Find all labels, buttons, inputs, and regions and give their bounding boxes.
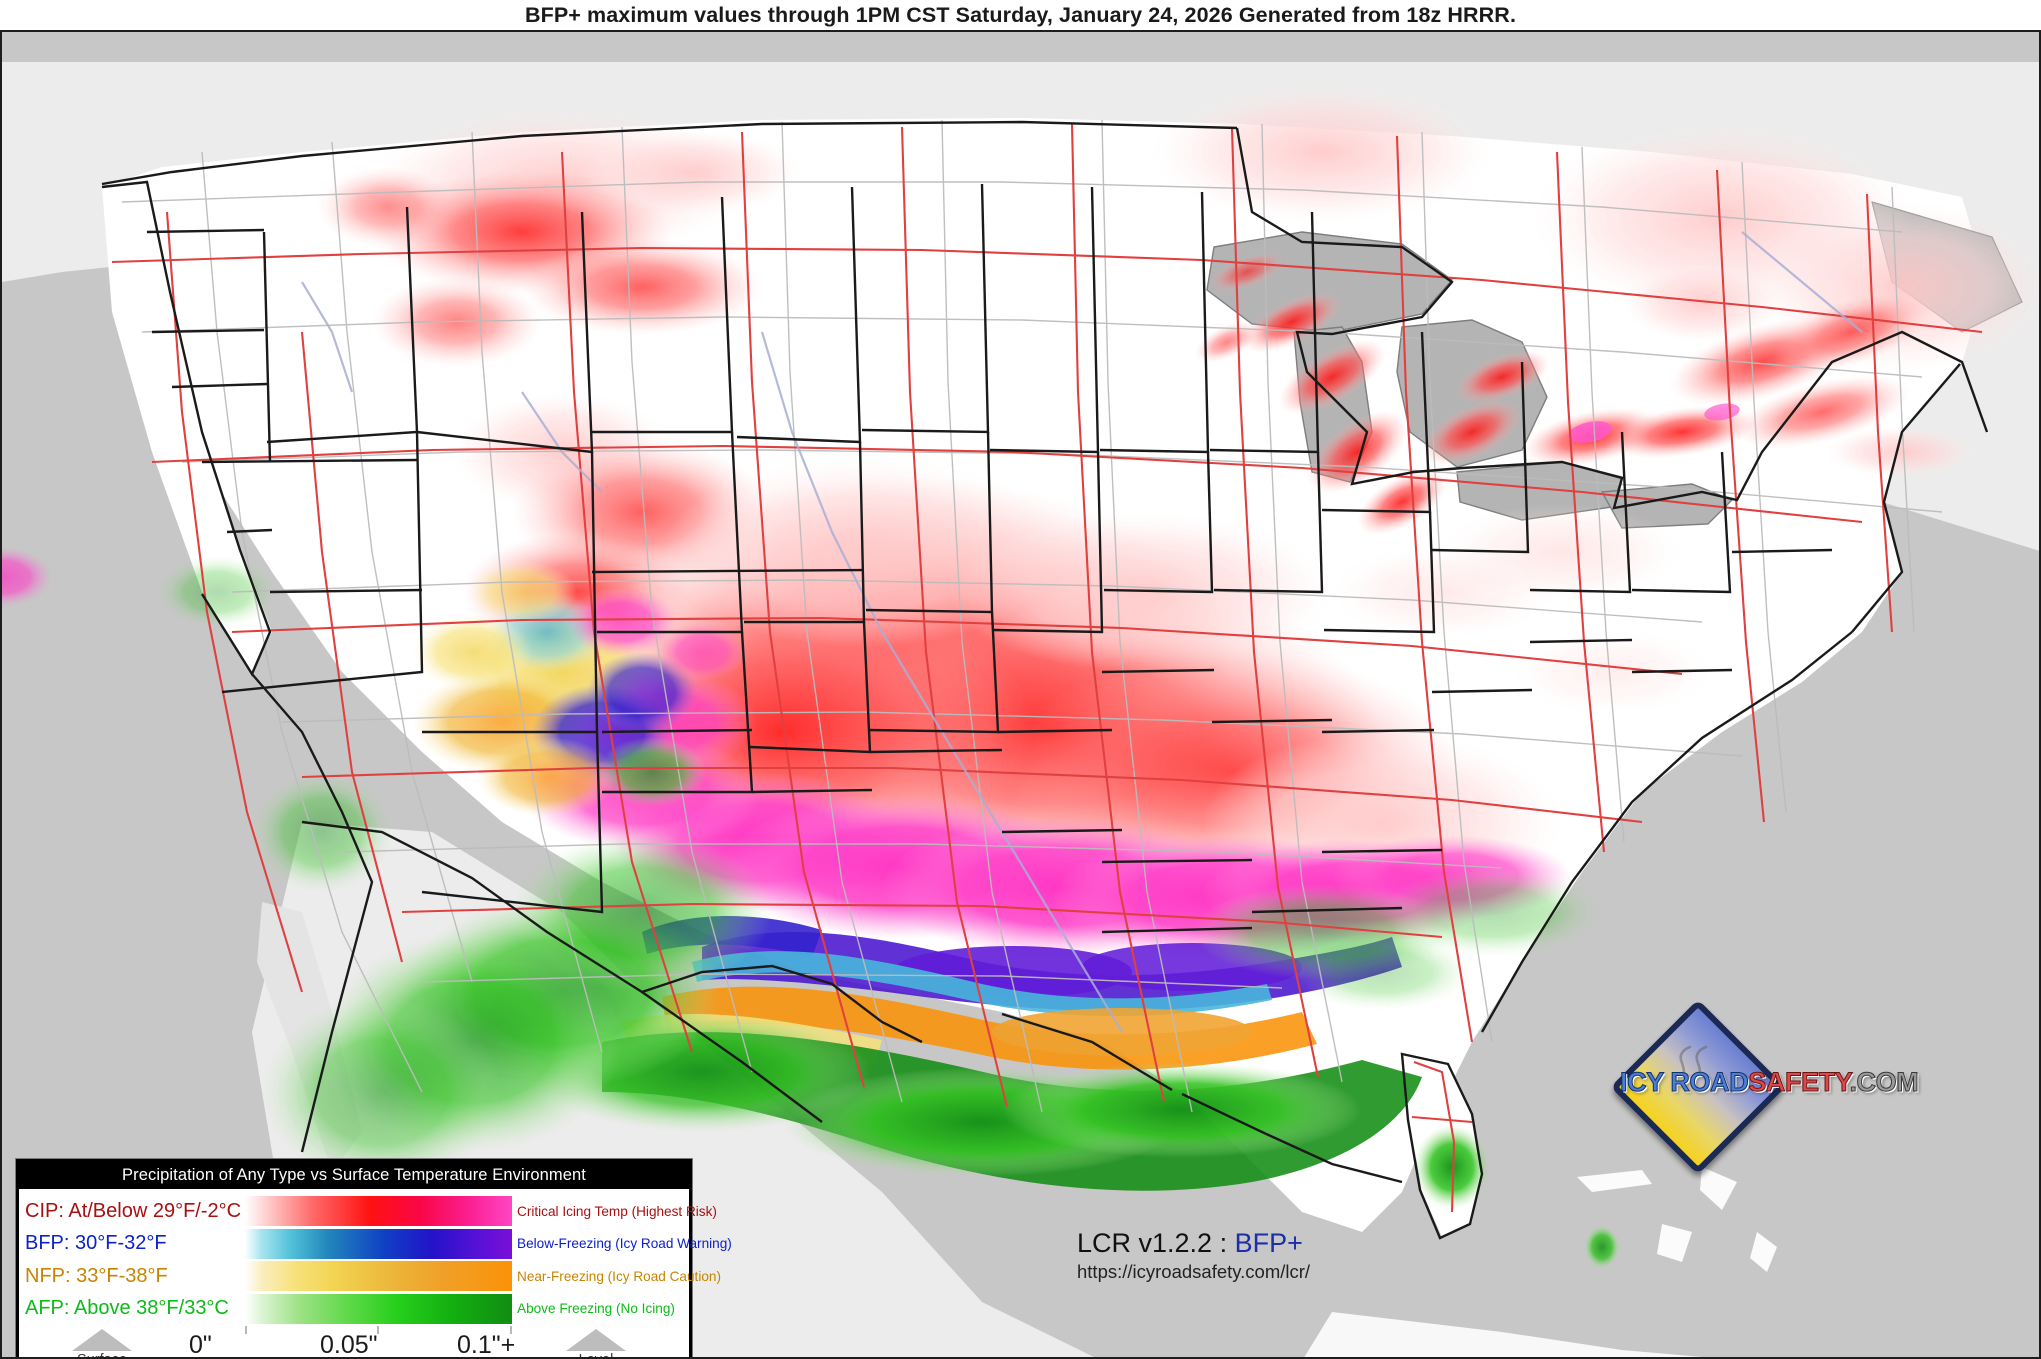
precip-field [2, 82, 2039, 1269]
legend-risk-bfp: Below-Freezing (Icy Road Warning) [517, 1236, 732, 1252]
political-borders [101, 120, 1989, 1240]
legend-tick-1: 0.05" [320, 1331, 378, 1359]
legend-bar-afp [245, 1293, 512, 1324]
legend-risk-cip: Critical Icing Temp (Highest Risk) [517, 1203, 717, 1219]
legend-category-cip: CIP: At/Below 29°F/-2°C [25, 1199, 242, 1222]
rivers [301, 231, 1863, 1033]
surface-temp-line1: Surface [37, 1352, 167, 1357]
map-legend: Precipitation of Any Type vs Surface Tem… [16, 1159, 732, 1359]
legend-bar-bfp [245, 1228, 512, 1259]
legend-color-bars [245, 1196, 512, 1326]
legend-bar-cip [245, 1196, 512, 1226]
legend-risk-labels: Critical Icing Temp (Highest Risk) Below… [517, 1195, 732, 1325]
legend-category-bfp: BFP: 30°F-32°F [25, 1232, 167, 1255]
legend-risk-nfp: Near-Freezing (Icy Road Caution) [517, 1268, 721, 1284]
legend-bar-nfp [245, 1261, 512, 1291]
product-version: LCR v1.2.2 : [1077, 1228, 1228, 1258]
surface-temperature-arrow: Surface Temperature [37, 1329, 167, 1357]
legend-title: Precipitation of Any Type vs Surface Tem… [19, 1162, 689, 1189]
legend-tick-2: 0.1"+ [457, 1331, 516, 1359]
triangle-up-icon [566, 1329, 626, 1351]
level-of-risk-arrow: Level of Risk [531, 1329, 661, 1357]
map-graphics [2, 62, 2039, 1357]
skid-marks-icon [1679, 1045, 1708, 1075]
logo-part-2: SAFETY [1748, 1067, 1851, 1098]
logo-part-3: .COM [1849, 1067, 1919, 1098]
logo-wordmark: ICY ROADSAFETY.COM [1619, 1067, 1920, 1098]
map-frame[interactable]: Precipitation of Any Type vs Surface Tem… [0, 30, 2041, 1359]
legend-category-nfp: NFP: 33°F-38°F [25, 1264, 168, 1287]
legend-category-labels: CIP: At/Below 29°F/-2°C BFP: 30°F-32°F N… [25, 1195, 243, 1325]
legend-tick-0: 0" [189, 1331, 212, 1359]
risk-level-line1: Level [531, 1352, 661, 1357]
logo-part-1: ICY ROAD [1619, 1067, 1749, 1098]
legend-category-afp: AFP: Above 38°F/33°C [25, 1297, 229, 1320]
product-url: https://icyroadsafety.com/lcr/ [1077, 1261, 1311, 1282]
product-caption: LCR v1.2.2 : BFP+ https://icyroadsafety.… [1077, 1228, 1310, 1283]
legend-axis-numbers: 0" 0.05" 0.1"+ [189, 1331, 619, 1359]
product-version-line: LCR v1.2.2 : BFP+ [1077, 1228, 1310, 1259]
triangle-up-icon [72, 1329, 132, 1351]
legend-body: CIP: At/Below 29°F/-2°C BFP: 30°F-32°F N… [19, 1189, 732, 1359]
product-name: BFP+ [1234, 1228, 1303, 1258]
page-title: BFP+ maximum values through 1PM CST Satu… [524, 2, 1517, 27]
legend-risk-afp: Above Freezing (No Icing) [517, 1301, 675, 1317]
icy-road-safety-logo[interactable]: ICY ROADSAFETY.COM [1610, 999, 1920, 1175]
legend-axis-ticks [245, 1326, 512, 1334]
interstate-highways [111, 123, 1983, 1213]
